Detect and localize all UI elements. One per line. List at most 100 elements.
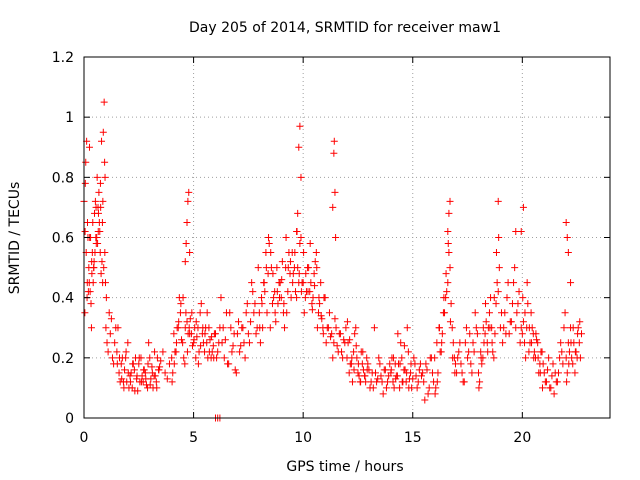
data-point bbox=[449, 354, 457, 362]
data-point bbox=[523, 279, 531, 287]
data-point bbox=[403, 324, 411, 332]
data-point bbox=[567, 279, 575, 287]
data-point bbox=[175, 318, 183, 326]
data-point bbox=[101, 279, 109, 287]
data-point bbox=[330, 339, 338, 347]
y-tick-label-3: 0.6 bbox=[52, 231, 74, 247]
data-point bbox=[537, 348, 545, 356]
data-point bbox=[114, 324, 122, 332]
data-point bbox=[201, 330, 209, 338]
data-point bbox=[519, 294, 527, 302]
data-point bbox=[460, 378, 468, 386]
data-point bbox=[536, 369, 544, 377]
data-point bbox=[261, 288, 269, 296]
data-point bbox=[284, 264, 292, 272]
data-point bbox=[168, 378, 176, 386]
data-point bbox=[462, 324, 470, 332]
data-point bbox=[84, 218, 92, 226]
data-point bbox=[92, 240, 100, 248]
data-point bbox=[554, 369, 562, 377]
data-point bbox=[445, 209, 453, 217]
data-point bbox=[390, 384, 398, 392]
data-point bbox=[379, 390, 387, 398]
data-point bbox=[564, 249, 572, 257]
data-point bbox=[392, 372, 400, 380]
data-point bbox=[311, 282, 319, 290]
data-point bbox=[305, 264, 313, 272]
data-point bbox=[436, 348, 444, 356]
data-point bbox=[124, 339, 132, 347]
data-point bbox=[534, 339, 542, 347]
y-tick-label-0: 0 bbox=[65, 411, 74, 427]
data-point bbox=[309, 294, 317, 302]
data-point bbox=[116, 378, 124, 386]
data-point bbox=[96, 227, 104, 235]
data-point bbox=[533, 336, 541, 344]
data-point bbox=[93, 173, 101, 181]
data-point bbox=[243, 300, 251, 308]
data-point bbox=[192, 354, 200, 362]
data-point bbox=[340, 336, 348, 344]
data-point bbox=[137, 378, 145, 386]
data-point bbox=[490, 354, 498, 362]
data-point bbox=[504, 279, 512, 287]
data-point bbox=[562, 218, 570, 226]
data-point bbox=[498, 309, 506, 317]
data-point bbox=[182, 240, 190, 248]
data-point bbox=[481, 330, 489, 338]
data-point bbox=[441, 309, 449, 317]
data-point bbox=[171, 348, 179, 356]
data-point bbox=[295, 143, 303, 151]
data-point bbox=[231, 366, 239, 374]
data-point bbox=[289, 279, 297, 287]
data-point bbox=[557, 339, 565, 347]
data-point bbox=[313, 324, 321, 332]
data-point bbox=[482, 300, 490, 308]
data-point bbox=[456, 339, 464, 347]
data-point bbox=[281, 324, 289, 332]
data-point bbox=[490, 294, 498, 302]
data-point bbox=[512, 227, 520, 235]
data-point bbox=[179, 294, 187, 302]
data-point bbox=[508, 300, 516, 308]
data-point bbox=[151, 348, 159, 356]
data-point bbox=[254, 264, 262, 272]
data-point bbox=[142, 375, 150, 383]
data-point bbox=[546, 384, 554, 392]
data-point bbox=[82, 158, 90, 166]
data-point bbox=[451, 369, 459, 377]
data-point bbox=[350, 366, 358, 374]
data-point bbox=[431, 390, 439, 398]
data-point bbox=[283, 309, 291, 317]
data-point bbox=[300, 249, 308, 257]
data-point bbox=[435, 324, 443, 332]
data-point bbox=[96, 249, 104, 257]
data-point bbox=[258, 294, 266, 302]
data-point bbox=[346, 336, 354, 344]
data-point bbox=[444, 279, 452, 287]
data-point bbox=[468, 369, 476, 377]
data-point bbox=[315, 294, 323, 302]
x-tick-label-3: 15 bbox=[404, 430, 422, 446]
data-points bbox=[80, 98, 586, 422]
x-tick-label-2: 10 bbox=[294, 430, 312, 446]
data-point bbox=[359, 348, 367, 356]
data-point bbox=[433, 378, 441, 386]
data-point bbox=[99, 128, 107, 136]
data-point bbox=[329, 354, 337, 362]
data-point bbox=[180, 354, 188, 362]
data-point bbox=[301, 294, 309, 302]
data-point bbox=[271, 309, 279, 317]
data-point bbox=[519, 318, 527, 326]
data-point bbox=[280, 300, 288, 308]
data-point bbox=[495, 234, 503, 241]
data-point bbox=[163, 375, 171, 383]
data-point bbox=[565, 348, 573, 356]
data-point bbox=[534, 354, 542, 362]
data-point bbox=[446, 318, 454, 326]
data-point bbox=[530, 348, 538, 356]
data-point bbox=[574, 330, 582, 338]
data-point bbox=[410, 354, 418, 362]
data-point bbox=[286, 258, 294, 266]
data-point bbox=[247, 318, 255, 326]
